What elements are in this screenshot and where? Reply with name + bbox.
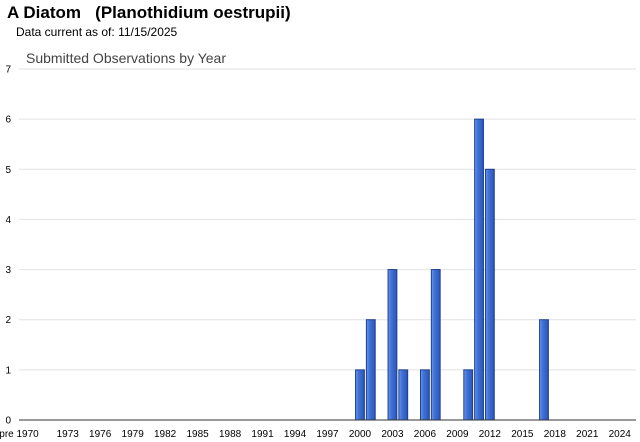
chart-title: Submitted Observations by Year [26, 50, 226, 66]
bar-2012 [484, 168, 495, 421]
x-axis-ticks: pre 1970 1973 1976 1979 1982 1985 1988 1991 1994… [0, 429, 631, 440]
x-tick-label: 2009 [446, 429, 469, 440]
bar-2004 [398, 369, 409, 421]
x-tick-label: 2012 [479, 429, 502, 440]
bar-2003 [387, 269, 398, 421]
data-as-of: Data current as of: 11/15/2025 [16, 25, 177, 39]
gridlines [19, 68, 636, 371]
page-title: A Diatom (Planothidium oestrupii) [7, 3, 291, 22]
x-tick-label: pre 1970 [0, 429, 39, 440]
bar-2001 [365, 319, 376, 421]
y-tick-label: 6 [5, 115, 11, 126]
x-tick-label: 2006 [414, 429, 437, 440]
bar-2006 [420, 369, 430, 421]
x-tick-label: 1991 [251, 429, 274, 440]
x-tick-label: 2003 [381, 429, 404, 440]
y-axis-ticks: 0 1 2 3 4 5 6 7 [5, 65, 11, 427]
x-tick-label: 2018 [544, 429, 567, 440]
x-tick-label: 1997 [316, 429, 339, 440]
bar-2007 [430, 269, 441, 421]
bar-2011 [474, 118, 484, 421]
y-tick-label: 2 [5, 315, 11, 326]
x-tick-label: 2024 [609, 429, 632, 440]
x-tick-label: 1982 [154, 429, 177, 440]
x-tick-label: 1985 [186, 429, 209, 440]
x-tick-label: 1973 [57, 429, 80, 440]
y-tick-label: 3 [5, 265, 11, 276]
bar-2017 [539, 319, 549, 421]
x-tick-label: 1979 [122, 429, 145, 440]
x-tick-label: 1994 [284, 429, 307, 440]
x-tick-label: 2021 [576, 429, 599, 440]
as-of-label: Data current as of: [16, 25, 115, 39]
x-tick-label: 2000 [349, 429, 372, 440]
x-tick-label: 2015 [511, 429, 534, 440]
as-of-date: 11/15/2025 [118, 25, 178, 39]
bar-2000 [355, 369, 365, 421]
y-tick-label: 0 [5, 416, 11, 427]
y-tick-label: 7 [5, 65, 11, 76]
y-tick-label: 4 [5, 215, 11, 226]
bar-2010 [463, 369, 474, 421]
x-tick-label: 1988 [219, 429, 242, 440]
y-tick-label: 5 [5, 165, 11, 176]
x-tick-label: 1976 [89, 429, 112, 440]
y-tick-label: 1 [5, 365, 11, 376]
